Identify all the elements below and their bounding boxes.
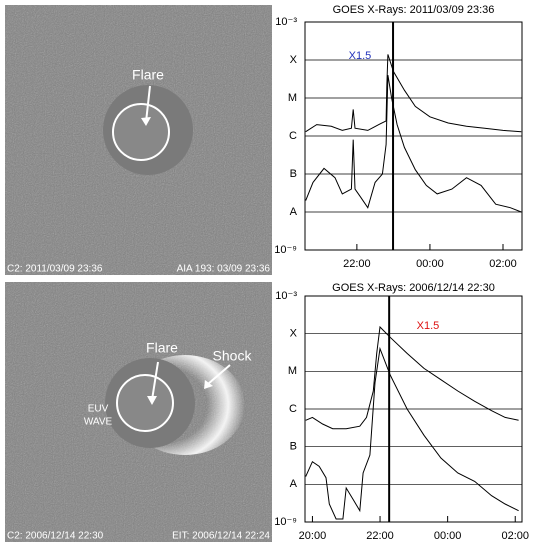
caption: AIA 193: 03/09 23:36 — [177, 264, 271, 275]
caption: C2: 2011/03/09 23:36 — [7, 264, 103, 275]
x-tick-label: 20:00 — [299, 530, 327, 542]
y-tick-label: 10⁻⁹ — [274, 516, 297, 528]
x-tick-label: 02:00 — [489, 258, 517, 270]
coronagraph-image: Flare Shock EUV WAVE C2: 2006/12/14 22:3… — [5, 282, 272, 542]
annotation: X1.5 — [349, 50, 372, 62]
chart-title: GOES X-Rays: 2011/03/09 23:36 — [333, 4, 495, 16]
series-line — [305, 325, 519, 430]
panel-label: Flare — [146, 340, 178, 356]
series-line — [305, 346, 519, 520]
series-line — [305, 75, 522, 213]
y-tick-label: 10⁻³ — [275, 290, 297, 302]
y-tick-label: M — [288, 365, 297, 377]
x-tick-label: 02:00 — [501, 530, 529, 542]
y-tick-label: X — [290, 328, 298, 340]
annotation: X1.5 — [417, 320, 440, 332]
panel-label: WAVE — [84, 417, 113, 428]
x-tick-label: 00:00 — [416, 258, 444, 270]
x-tick-label: 22:00 — [343, 258, 371, 270]
y-tick-label: 10⁻⁹ — [274, 244, 297, 256]
y-tick-label: B — [290, 168, 297, 180]
y-tick-label: M — [288, 92, 297, 104]
y-tick-label: A — [290, 478, 298, 490]
y-tick-label: C — [289, 130, 297, 142]
y-tick-label: B — [290, 441, 297, 453]
caption: EIT: 2006/12/14 22:24 — [172, 531, 270, 542]
x-tick-label: 00:00 — [434, 530, 462, 542]
x-tick-label: 22:00 — [366, 530, 394, 542]
panel-label: Flare — [132, 67, 164, 83]
y-tick-label: 10⁻³ — [275, 16, 297, 28]
coronagraph-image: Flare C2: 2011/03/09 23:36 AIA 193: 03/0… — [5, 5, 272, 275]
plot-frame — [304, 295, 523, 523]
chart-title: GOES X-Rays: 2006/12/14 22:30 — [332, 282, 495, 294]
caption: C2: 2006/12/14 22:30 — [7, 531, 104, 542]
y-tick-label: A — [290, 206, 298, 218]
y-tick-label: X — [290, 54, 298, 66]
panel-label: EUV — [88, 404, 109, 415]
series-line — [305, 54, 522, 133]
y-tick-label: C — [289, 403, 297, 415]
plot-frame — [304, 21, 523, 251]
panel-label: Shock — [213, 348, 253, 364]
